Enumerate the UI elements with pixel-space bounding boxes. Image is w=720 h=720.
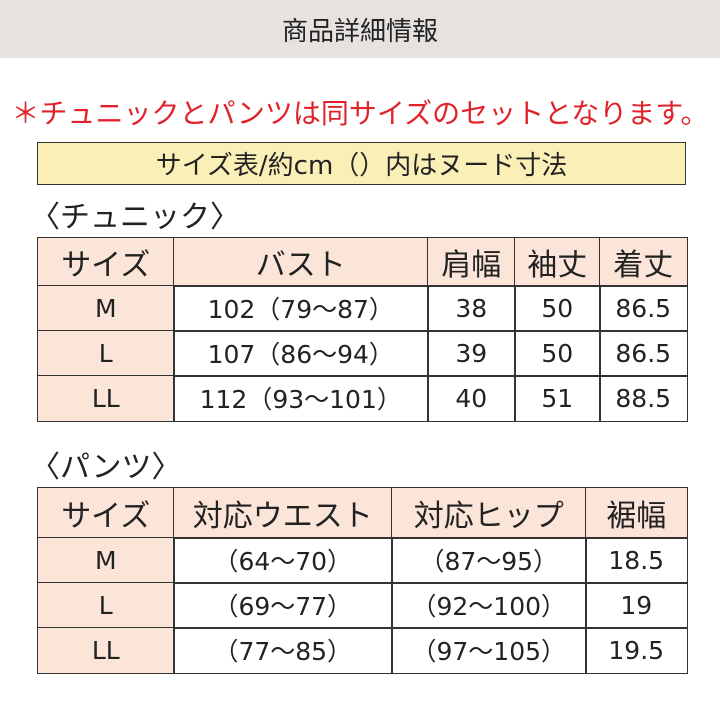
size-cell: M bbox=[37, 285, 175, 332]
data-cell: （97〜105） bbox=[391, 627, 587, 674]
header-cell: 肩幅 bbox=[427, 237, 516, 287]
header-cell: 対応ウエスト bbox=[173, 487, 393, 539]
data-cell: 18.5 bbox=[585, 537, 688, 584]
data-cell: 40 bbox=[427, 375, 516, 422]
data-cell: 51 bbox=[514, 375, 601, 422]
data-cell: 50 bbox=[514, 330, 601, 377]
data-cell: （69〜77） bbox=[173, 582, 393, 629]
header-cell: サイズ bbox=[37, 487, 175, 539]
header-cell: サイズ bbox=[37, 237, 175, 287]
section-heading: 〈チュニック〉 bbox=[30, 200, 240, 235]
data-cell: （87〜95） bbox=[391, 537, 587, 584]
data-cell: （77〜85） bbox=[173, 627, 393, 674]
header-cell: 着丈 bbox=[599, 237, 688, 287]
header-cell: 対応ヒップ bbox=[391, 487, 587, 539]
header-cell: バスト bbox=[173, 237, 429, 287]
data-cell: 112（93〜101） bbox=[173, 375, 429, 422]
header-bar: 商品詳細情報 bbox=[0, 0, 720, 58]
data-cell: 107（86〜94） bbox=[173, 330, 429, 377]
data-cell: 19.5 bbox=[585, 627, 688, 674]
size-cell: L bbox=[37, 330, 175, 377]
notice: ＊チュニックとパンツは同サイズのセットとなります。 bbox=[11, 97, 709, 130]
size-cell: LL bbox=[37, 375, 175, 422]
size-cell: LL bbox=[37, 627, 175, 674]
data-cell: （92〜100） bbox=[391, 582, 587, 629]
data-cell: 102（79〜87） bbox=[173, 285, 429, 332]
data-cell: 19 bbox=[585, 582, 688, 629]
data-cell: 88.5 bbox=[599, 375, 688, 422]
size-cell: M bbox=[37, 537, 175, 584]
header-cell: 袖丈 bbox=[514, 237, 601, 287]
caption-box: サイズ表/約cm（）内はヌード寸法 bbox=[37, 142, 686, 185]
data-cell: 39 bbox=[427, 330, 516, 377]
data-cell: （64〜70） bbox=[173, 537, 393, 584]
size-cell: L bbox=[37, 582, 175, 629]
data-cell: 38 bbox=[427, 285, 516, 332]
section-heading: 〈パンツ〉 bbox=[30, 450, 182, 485]
data-cell: 86.5 bbox=[599, 285, 688, 332]
data-cell: 50 bbox=[514, 285, 601, 332]
data-cell: 86.5 bbox=[599, 330, 688, 377]
header-cell: 裾幅 bbox=[585, 487, 688, 539]
